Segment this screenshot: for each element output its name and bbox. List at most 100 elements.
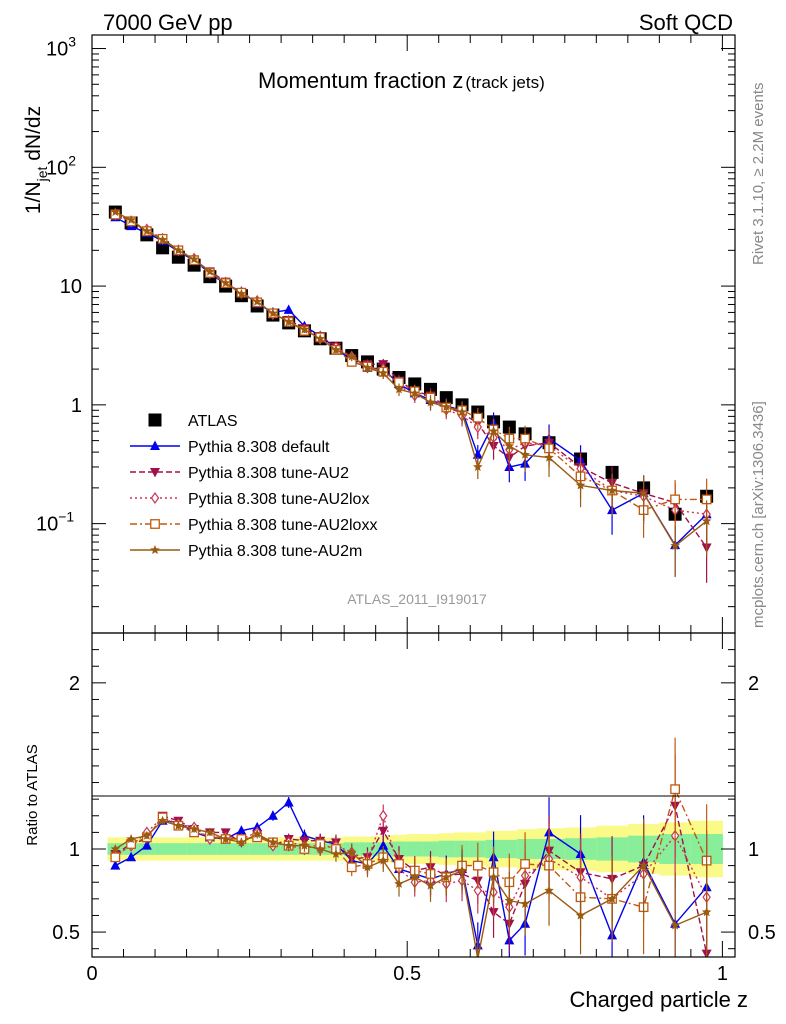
band-1sigma-bin [249,843,266,855]
legend-label: Pythia 8.308 default [188,439,330,456]
data-point [157,815,168,825]
band-1sigma-bin [438,840,455,858]
legend-entry-pythia-8-308-tune-au2m: Pythia 8.308 tune-AU2m [130,543,362,560]
data-point [394,384,404,394]
data-point [189,824,199,834]
x-ticks: 0 0.5 1 [86,35,728,985]
legend-entry-atlas: ATLAS [148,413,238,430]
legend-label: Pythia 8.308 tune-AU2lox [188,491,369,508]
data-point [520,859,530,869]
legend-marker [150,519,160,529]
data-point [474,953,482,957]
data-point [173,820,184,830]
data-point [347,351,357,361]
x-axis-label: Charged particle z [569,987,748,1012]
data-point [283,796,294,807]
ratio-y-tick-label-right: 0.5 [748,922,776,944]
main-y-tick-label: 10 [60,276,82,298]
data-point [379,809,388,822]
data-point [110,844,121,853]
data-point [362,362,373,372]
ratio-series-layer [110,737,712,957]
legend-label: Pythia 8.308 tune-AU2loxx [188,517,377,534]
data-point [346,862,357,873]
band-1sigma-bin [217,843,235,855]
data-point [173,245,184,255]
series-line [114,813,708,909]
data-point [473,884,483,897]
series-pythia-8-308-tune-au2loxx [110,209,712,538]
legend-marker [148,413,162,427]
data-point [504,895,515,905]
data-point [378,840,389,850]
data-point [575,910,586,920]
legend-label: Pythia 8.308 tune-AU2 [188,465,349,482]
main-y-tick-label: 102 [46,152,76,179]
data-point [283,304,294,314]
data-point [378,855,388,865]
legend-label: ATLAS [188,413,238,430]
data-point [299,324,310,334]
data-point [283,840,294,850]
series-pythia-8-308-default [110,796,712,957]
main-y-axis-label: 1/Njet dN/dz [22,106,50,214]
data-point [220,834,231,844]
series-pythia-8-308-tune-au2m [110,207,712,578]
data-point [504,441,515,451]
data-point [670,920,680,930]
data-point [315,333,325,343]
data-point [488,426,499,436]
data-point [283,316,294,326]
data-point [299,840,310,850]
legend: ATLAS Pythia 8.308 default Pythia 8.308 tu… [130,413,377,560]
legend-marker [150,468,160,478]
data-point [575,480,586,490]
band-1sigma-bin [186,843,203,855]
ratio-y-tick-label-right: 1 [748,839,759,861]
rivet-label: Rivet 3.1.10, ≥ 2.2M events [750,83,767,266]
data-point [701,907,712,917]
data-point [267,810,278,820]
data-point [607,485,617,495]
legend-marker [150,545,160,554]
process-label: Soft QCD [639,10,733,35]
series-line [114,212,708,548]
band-1sigma-bin [170,843,187,855]
band-1sigma-bin [517,839,538,859]
legend-marker [150,491,160,505]
data-point [142,830,152,840]
main-y-tick-label: 10−1 [36,509,74,536]
data-point [544,885,554,895]
data-point [638,860,649,870]
data-point [457,407,467,417]
data-point [394,878,404,888]
main-series-layer [108,205,714,583]
legend-marker [150,440,160,450]
band-1sigma-bin [202,843,219,855]
data-point [252,829,262,839]
x-tick-label: 0 [86,963,97,985]
legend-entry-pythia-8-308-default: Pythia 8.308 default [130,439,330,456]
data-point [701,516,712,526]
mcplots-label: mcplots.cern.ch [arXiv:1306.3436] [750,401,767,628]
data-point [126,851,137,862]
data-point [607,893,617,903]
data-point [670,540,680,550]
data-point [268,308,278,318]
main-y-tick-label: 1 [71,395,82,417]
data-point [544,452,554,462]
data-point [670,494,681,505]
data-point [205,266,215,276]
band-1sigma-bin [501,839,518,859]
ratio-y-tick-label-left: 2 [69,673,80,695]
data-point [441,402,451,411]
data-point [472,860,483,871]
data-point [315,844,325,853]
data-point [252,296,262,306]
energy-label: 7000 GeV pp [103,10,233,35]
data-point [410,872,420,882]
data-point [110,852,121,863]
data-point [488,872,499,882]
